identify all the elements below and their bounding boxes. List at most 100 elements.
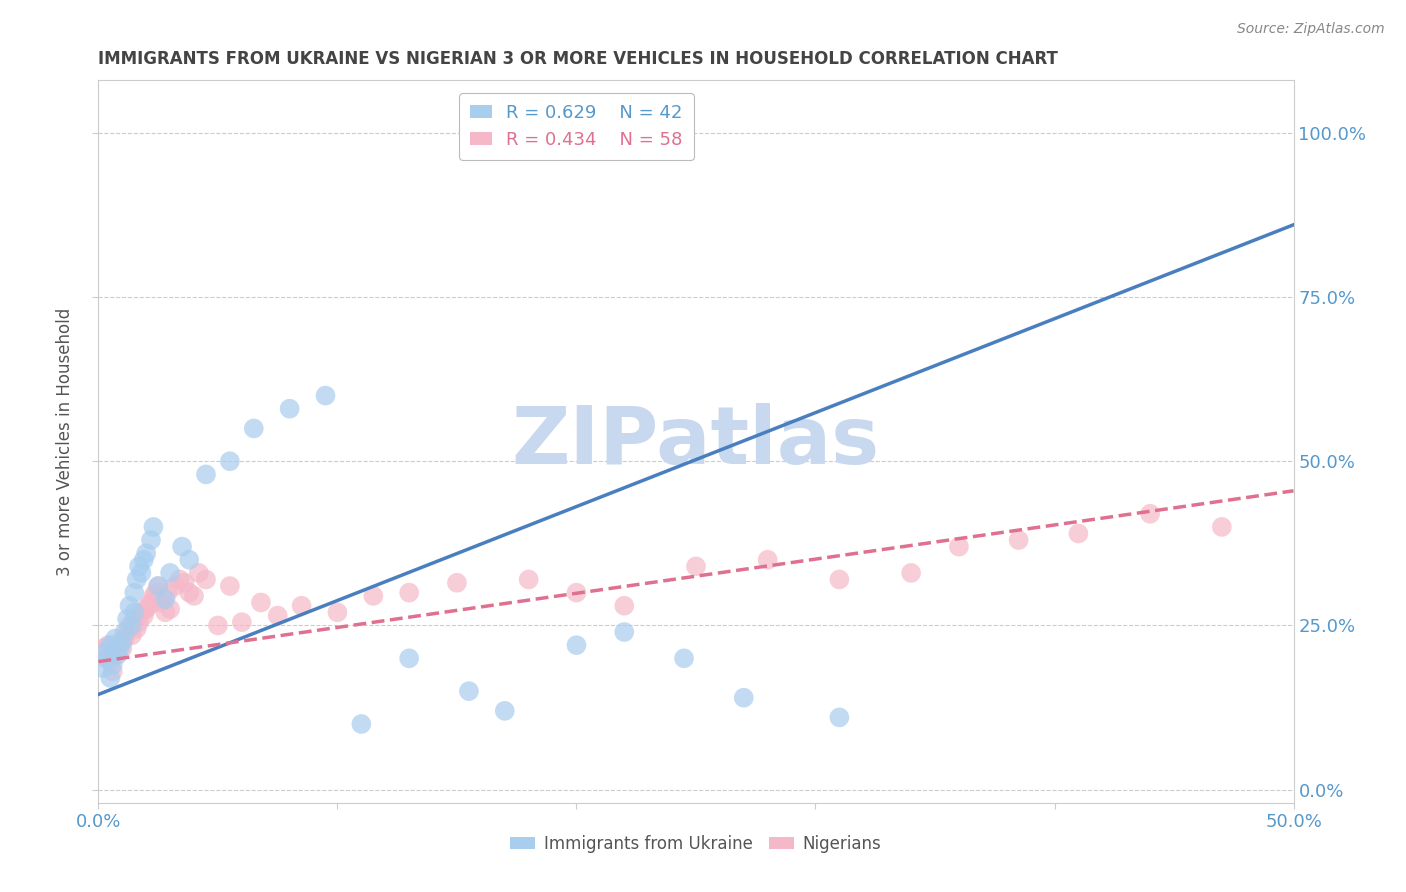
Point <box>398 585 420 599</box>
Point <box>207 618 229 632</box>
Point <box>121 618 143 632</box>
Point <box>159 602 181 616</box>
Point <box>101 665 124 679</box>
Point <box>124 605 146 619</box>
Point <box>1067 526 1090 541</box>
Point <box>219 579 242 593</box>
Point <box>565 585 588 599</box>
Point <box>142 589 165 603</box>
Point <box>104 632 127 646</box>
Text: Source: ZipAtlas.com: Source: ZipAtlas.com <box>1237 22 1385 37</box>
Point <box>195 467 218 482</box>
Point <box>458 684 481 698</box>
Point <box>565 638 588 652</box>
Point <box>172 540 194 554</box>
Point <box>494 704 516 718</box>
Point <box>111 635 134 649</box>
Point <box>91 661 114 675</box>
Text: ZIPatlas: ZIPatlas <box>512 402 880 481</box>
Point <box>156 585 179 599</box>
Point <box>195 573 218 587</box>
Point <box>267 608 290 623</box>
Point <box>446 575 468 590</box>
Point <box>135 546 157 560</box>
Point <box>131 605 153 619</box>
Point <box>125 573 148 587</box>
Point <box>145 585 167 599</box>
Point <box>97 651 120 665</box>
Point <box>139 595 162 609</box>
Point <box>828 573 851 587</box>
Point <box>613 625 636 640</box>
Point <box>148 579 170 593</box>
Point <box>900 566 922 580</box>
Point <box>1008 533 1031 547</box>
Point <box>1211 520 1233 534</box>
Point <box>517 573 540 587</box>
Point <box>1139 507 1161 521</box>
Point <box>159 566 181 580</box>
Point <box>121 628 143 642</box>
Point <box>114 632 136 646</box>
Point <box>107 648 129 662</box>
Point <box>94 645 117 659</box>
Point <box>118 599 141 613</box>
Point <box>152 592 174 607</box>
Point <box>243 421 266 435</box>
Point <box>828 710 851 724</box>
Point <box>132 608 155 623</box>
Point <box>155 605 177 619</box>
Point <box>128 559 150 574</box>
Point <box>756 553 779 567</box>
Point <box>125 622 148 636</box>
Point <box>350 717 373 731</box>
Point <box>187 566 209 580</box>
Point <box>128 615 150 630</box>
Point <box>142 520 165 534</box>
Point <box>163 579 186 593</box>
Point <box>173 575 195 590</box>
Point <box>108 641 131 656</box>
Point <box>132 553 155 567</box>
Point <box>115 625 138 640</box>
Point <box>101 657 124 672</box>
Point <box>733 690 755 705</box>
Point <box>169 573 191 587</box>
Point <box>139 533 162 547</box>
Point <box>155 592 177 607</box>
Point <box>98 671 122 685</box>
Point <box>124 585 146 599</box>
Point <box>363 589 385 603</box>
Point <box>398 651 420 665</box>
Point <box>91 641 114 656</box>
Text: IMMIGRANTS FROM UKRAINE VS NIGERIAN 3 OR MORE VEHICLES IN HOUSEHOLD CORRELATION : IMMIGRANTS FROM UKRAINE VS NIGERIAN 3 OR… <box>98 50 1059 68</box>
Point <box>98 638 122 652</box>
Legend: Immigrants from Ukraine, Nigerians: Immigrants from Ukraine, Nigerians <box>503 828 889 860</box>
Point <box>148 579 170 593</box>
Y-axis label: 3 or more Vehicles in Household: 3 or more Vehicles in Household <box>56 308 75 575</box>
Point <box>315 388 337 402</box>
Point <box>111 641 134 656</box>
Point <box>114 625 136 640</box>
Point <box>613 599 636 613</box>
Point <box>104 648 127 662</box>
Point <box>291 599 314 613</box>
Point <box>108 635 131 649</box>
Point <box>673 651 696 665</box>
Point <box>131 566 153 580</box>
Point <box>231 615 253 630</box>
Point <box>107 645 129 659</box>
Point <box>97 638 120 652</box>
Point <box>94 651 117 665</box>
Point <box>685 559 707 574</box>
Point <box>179 585 201 599</box>
Point <box>948 540 970 554</box>
Point <box>250 595 273 609</box>
Point <box>135 602 157 616</box>
Point <box>219 454 242 468</box>
Point <box>138 599 160 613</box>
Point <box>179 553 201 567</box>
Point <box>124 612 146 626</box>
Point <box>118 618 141 632</box>
Point <box>278 401 301 416</box>
